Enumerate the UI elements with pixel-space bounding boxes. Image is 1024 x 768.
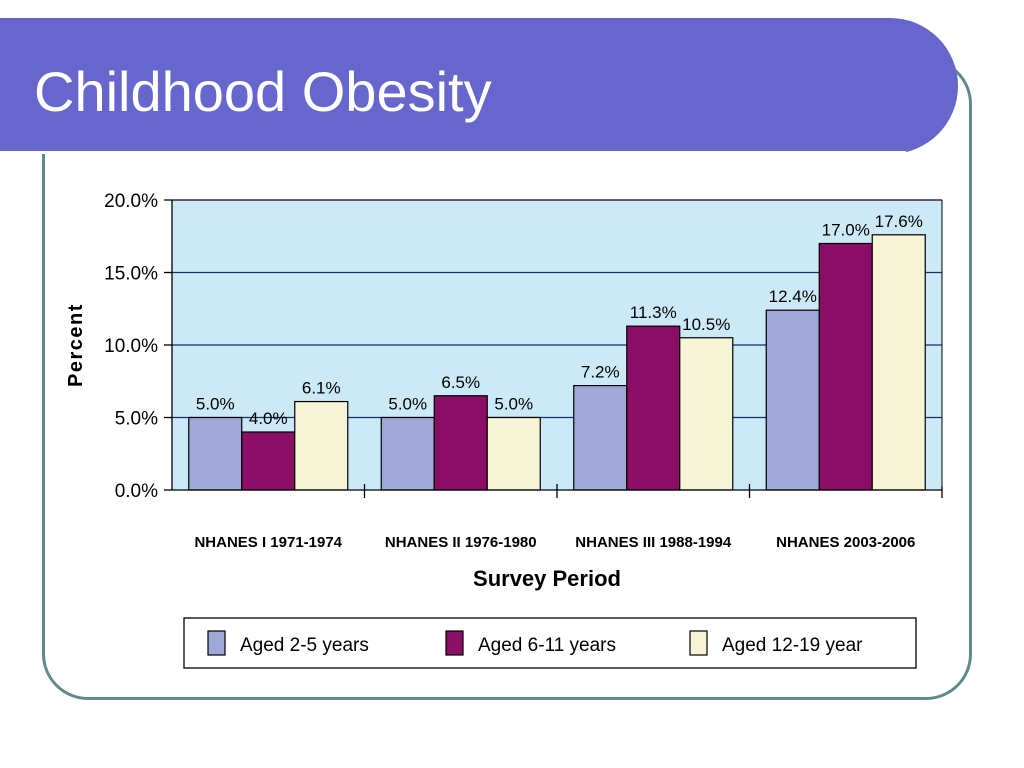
bar-value-label: 6.5% bbox=[441, 373, 480, 392]
bar bbox=[433, 395, 488, 491]
legend-swatch bbox=[689, 630, 708, 656]
legend-label: Aged 2-5 years bbox=[240, 635, 369, 656]
bar bbox=[765, 309, 820, 491]
bar-value-label: 5.0% bbox=[388, 395, 427, 414]
bar bbox=[573, 385, 628, 491]
bar-value-label: 5.0% bbox=[196, 395, 235, 414]
slide-title: Childhood Obesity bbox=[34, 60, 492, 123]
bar bbox=[241, 431, 296, 491]
y-tick-label: 10.0% bbox=[104, 336, 158, 357]
bar bbox=[679, 337, 734, 491]
legend-label: Aged 6-11 years bbox=[478, 635, 616, 656]
legend-swatch bbox=[207, 630, 226, 656]
x-axis-label: Survey Period bbox=[473, 566, 621, 591]
axes bbox=[164, 199, 943, 498]
bar-value-label: 17.6% bbox=[875, 212, 923, 231]
bar-value-label: 17.0% bbox=[822, 221, 870, 240]
y-tick-label: 5.0% bbox=[115, 409, 158, 430]
y-tick-label: 15.0% bbox=[104, 264, 158, 285]
bar-value-label: 7.2% bbox=[581, 363, 620, 382]
bar-value-label: 5.0% bbox=[494, 395, 533, 414]
y-tick-label: 0.0% bbox=[115, 481, 158, 502]
bars bbox=[188, 234, 926, 491]
legend-box bbox=[183, 617, 917, 669]
title-underline bbox=[0, 151, 906, 154]
bar-chart: 5.0% 4.0% 6.1% 5.0% 6.5% 5.0% 7.2% 11.3% 10.5% 12… bbox=[65, 191, 943, 669]
bar-value-label: 11.3% bbox=[630, 303, 677, 322]
bar-value-label: 6.1% bbox=[302, 379, 341, 398]
bar bbox=[380, 416, 435, 491]
bar bbox=[188, 416, 243, 491]
title-bar: Childhood Obesity bbox=[0, 18, 958, 154]
x-tick-labels: NHANES I 1971-1974 NHANES II 1976-1980 NHA… bbox=[194, 534, 915, 551]
bar bbox=[486, 416, 541, 491]
legend: Aged 2-5 years Aged 6-11 years Aged 12-19 … bbox=[183, 617, 917, 669]
legend-swatch bbox=[445, 630, 464, 656]
x-tick-label: NHANES III 1988-1994 bbox=[575, 534, 732, 551]
bar bbox=[294, 400, 349, 491]
bar bbox=[818, 242, 873, 491]
bar-value-label: 10.5% bbox=[682, 315, 730, 334]
legend-label: Aged 12-19 year bbox=[722, 635, 863, 656]
x-tick-label: NHANES 2003-2006 bbox=[776, 534, 915, 551]
x-tick-label: NHANES I 1971-1974 bbox=[194, 534, 342, 551]
bar bbox=[626, 325, 681, 491]
bar-value-label: 4.0% bbox=[249, 409, 288, 428]
bar-value-label: 12.4% bbox=[769, 287, 817, 306]
y-tick-label: 20.0% bbox=[104, 191, 158, 212]
y-axis-label: Percent bbox=[65, 303, 87, 387]
y-tick-labels: 0.0% 5.0% 10.0% 15.0% 20.0% bbox=[104, 191, 158, 502]
value-labels: 5.0% 4.0% 6.1% 5.0% 6.5% 5.0% 7.2% 11.3% 10.5% 12… bbox=[196, 212, 923, 428]
bar bbox=[871, 234, 926, 491]
x-tick-label: NHANES II 1976-1980 bbox=[385, 534, 537, 551]
